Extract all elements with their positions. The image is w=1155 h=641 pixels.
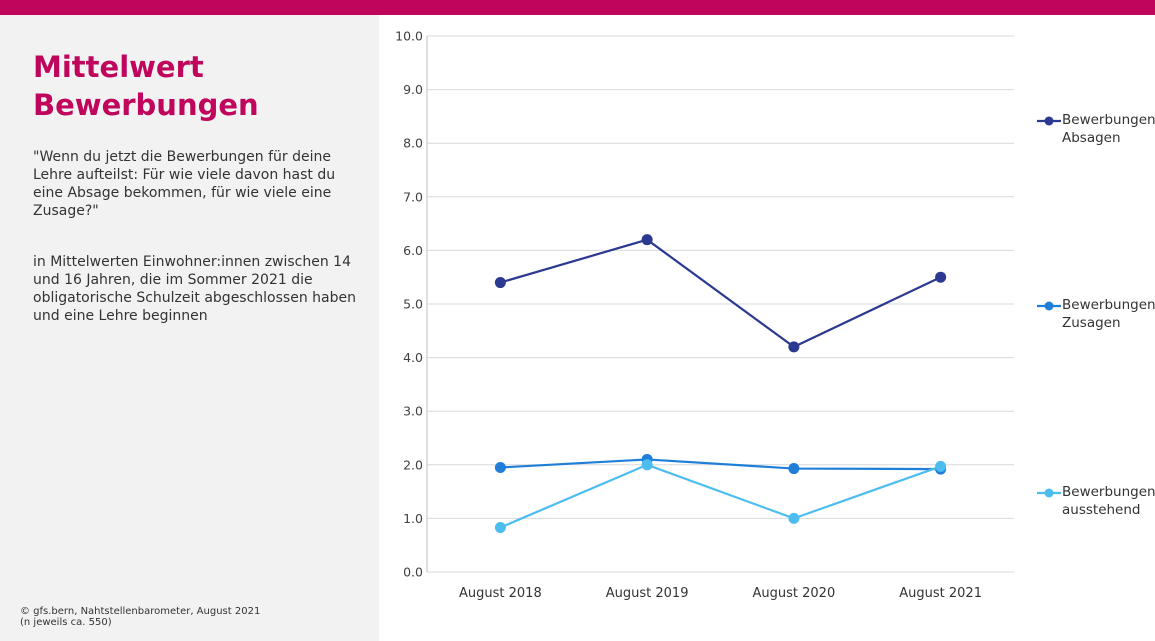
data-point <box>788 463 800 475</box>
legend-marker-icon <box>1037 488 1061 498</box>
source-line-1: © gfs.bern, Nahtstellenbarometer, August… <box>20 606 261 617</box>
y-tick-label: 0.0 <box>403 565 423 580</box>
data-point <box>935 460 947 472</box>
y-tick-label: 3.0 <box>403 404 423 419</box>
title-line-1: Mittelwert <box>33 50 204 84</box>
top-accent-bar <box>0 0 1155 15</box>
series-line <box>499 463 941 529</box>
legend-marker-icon <box>1037 116 1061 126</box>
legend-label-line-1: Bewerbungen <box>1062 112 1155 128</box>
x-tick-label: August 2021 <box>899 586 982 601</box>
line-chart: 0.0 1.0 2.0 3.0 4.0 5.0 6.0 7.0 8.0 9.0 10.0 August… <box>395 29 1014 601</box>
title-line-2: Bewerbungen <box>33 88 259 122</box>
data-point <box>494 461 506 473</box>
y-tick-label: 1.0 <box>403 511 423 526</box>
y-tick-label: 5.0 <box>403 297 423 312</box>
data-point <box>494 522 506 534</box>
y-tick-label: 2.0 <box>403 457 423 472</box>
y-tick-label: 7.0 <box>403 189 423 204</box>
population-description: in Mittelwerten Einwohner:innen zwischen… <box>33 254 356 324</box>
y-tick-label: 10.0 <box>395 29 423 44</box>
series-line <box>500 458 941 471</box>
legend-label-line-1: Bewerbungen <box>1062 484 1155 500</box>
source-line-2: (n jeweils ca. 550) <box>20 617 112 628</box>
y-tick-label: 6.0 <box>403 243 423 258</box>
legend-label-line-2: ausstehend <box>1062 502 1141 518</box>
y-tick-label: 9.0 <box>403 82 423 97</box>
legend-label-line-2: Zusagen <box>1062 315 1121 331</box>
data-point <box>788 512 800 524</box>
legend-label-line-1: Bewerbungen <box>1062 297 1155 313</box>
y-tick-label: 8.0 <box>403 136 423 151</box>
y-tick-label: 4.0 <box>403 350 423 365</box>
x-tick-label: August 2020 <box>753 586 836 601</box>
series-line <box>500 238 942 348</box>
survey-question: "Wenn du jetzt die Bewerbungen für deine… <box>33 149 336 219</box>
legend-label: Bewerbungen Zusagen <box>1062 296 1155 332</box>
data-point <box>788 341 800 353</box>
source-note: © gfs.bern, Nahtstellenbarometer, August… <box>20 606 360 628</box>
data-point <box>935 271 947 283</box>
legend-marker-icon <box>1037 301 1061 311</box>
data-point <box>494 277 506 289</box>
legend-label-line-2: Absagen <box>1062 130 1121 146</box>
page-title: Mittelwert Bewerbungen <box>33 48 363 124</box>
legend-label: Bewerbungen ausstehend <box>1062 483 1155 519</box>
data-point <box>641 459 653 471</box>
data-point <box>641 234 653 246</box>
legend-label: Bewerbungen Absagen <box>1062 111 1155 147</box>
side-panel <box>0 15 379 641</box>
x-tick-label: August 2019 <box>606 586 689 601</box>
x-tick-label: August 2018 <box>459 586 542 601</box>
